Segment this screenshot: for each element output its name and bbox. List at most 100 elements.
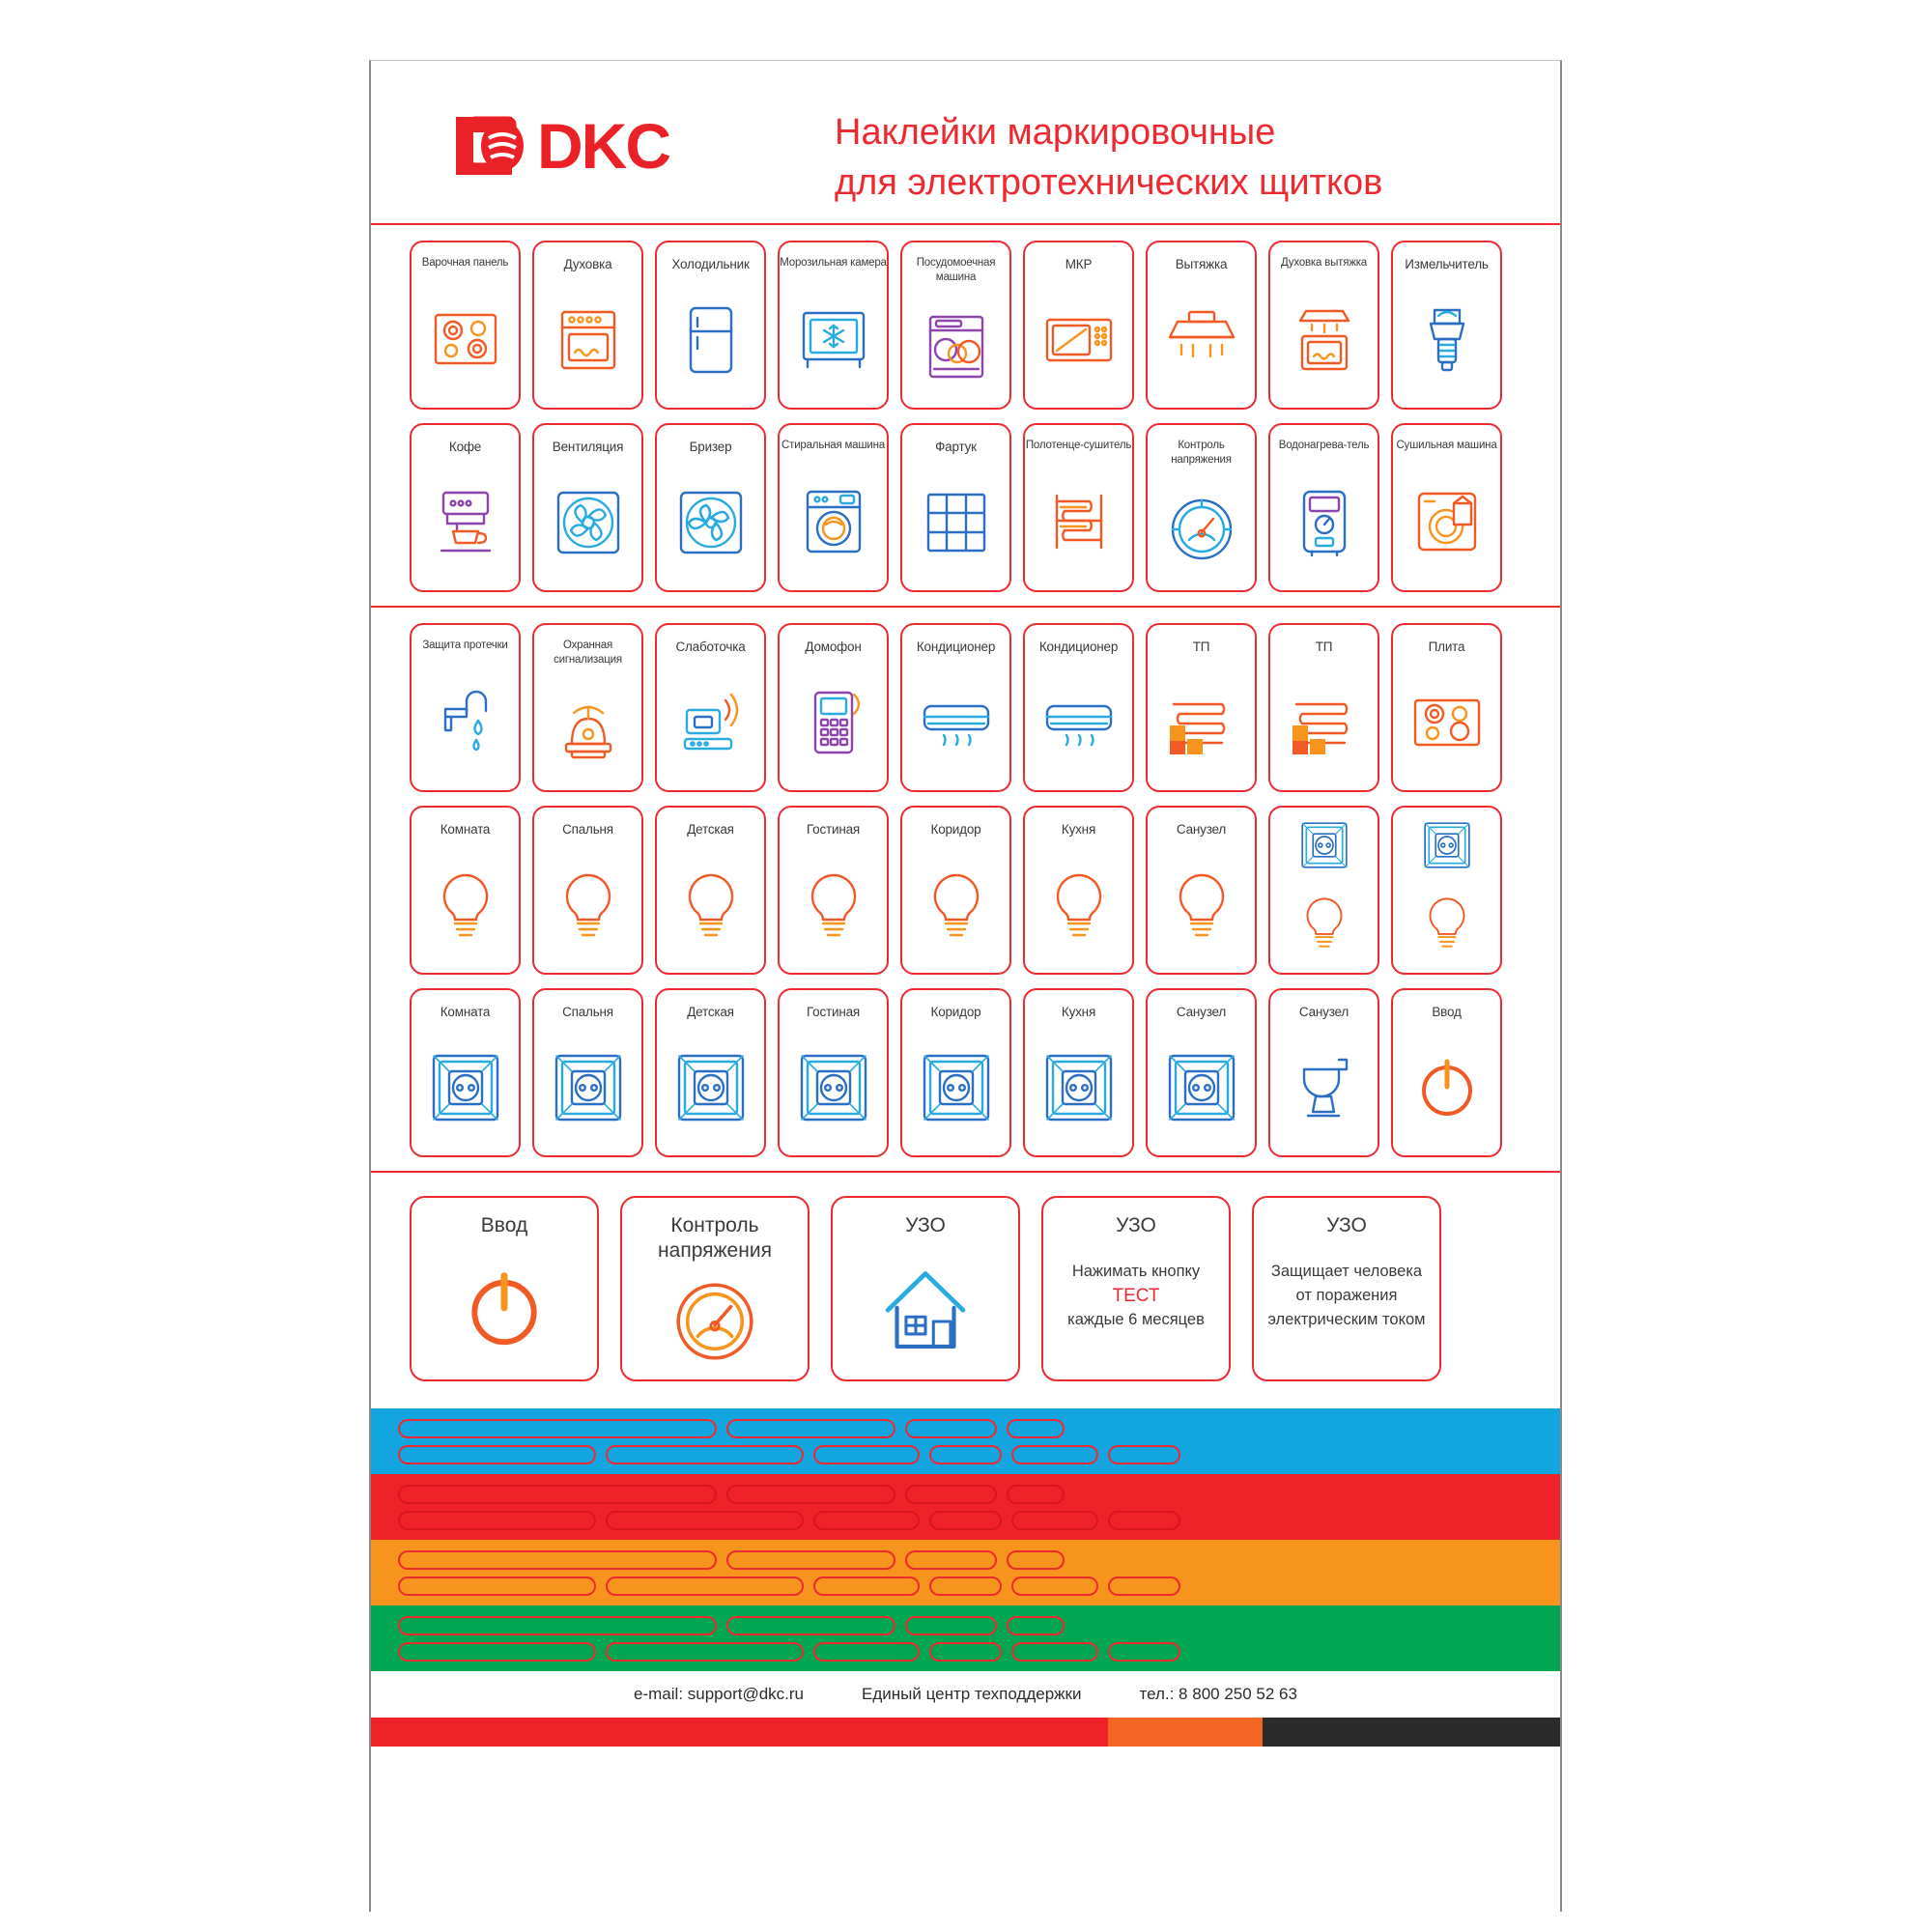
sticker-card[interactable]: Коридор: [900, 988, 1011, 1157]
sticker-card[interactable]: Кухня: [1023, 988, 1134, 1157]
marker-tag[interactable]: [726, 1418, 895, 1438]
sticker-card[interactable]: ТП: [1146, 623, 1257, 792]
marker-tag-row: [398, 1484, 1533, 1504]
marker-tag[interactable]: [905, 1418, 997, 1438]
marker-tag[interactable]: [1108, 1444, 1180, 1464]
air-conditioner-icon: [902, 655, 1009, 790]
marker-tag[interactable]: [1011, 1576, 1098, 1596]
sticker-card[interactable]: Санузел: [1146, 806, 1257, 975]
cable-marker-strips: [371, 1408, 1560, 1671]
sticker-card[interactable]: Комната: [410, 806, 521, 975]
sticker-card[interactable]: Полотенце-сушитель: [1023, 423, 1134, 592]
marker-tag[interactable]: [905, 1484, 997, 1504]
marker-tag[interactable]: [398, 1418, 717, 1438]
sticker-label: Коридор: [930, 822, 981, 837]
sticker-card[interactable]: Домофон: [778, 623, 889, 792]
marker-tag[interactable]: [813, 1641, 920, 1662]
hood-icon: [1148, 272, 1255, 408]
sticker-card[interactable]: Контроль напряжения: [1146, 423, 1257, 592]
sticker-card[interactable]: Сушильная машина: [1391, 423, 1502, 592]
marker-tag[interactable]: [398, 1510, 596, 1530]
sticker-card[interactable]: Спальня: [532, 988, 643, 1157]
sticker-card[interactable]: Комната: [410, 988, 521, 1157]
sticker-card[interactable]: Кондиционер: [1023, 623, 1134, 792]
sticker-card[interactable]: Холодильник: [655, 241, 766, 410]
info-card[interactable]: Контроль напряжения: [620, 1196, 810, 1381]
marker-tag[interactable]: [929, 1641, 1002, 1662]
sticker-card[interactable]: Плита: [1391, 623, 1502, 792]
sticker-card[interactable]: Посудомоечная машина: [900, 241, 1011, 410]
info-card[interactable]: Ввод: [410, 1196, 599, 1381]
sticker-card[interactable]: Гостиная: [778, 988, 889, 1157]
marker-tag[interactable]: [1108, 1510, 1180, 1530]
sticker-label: Холодильник: [671, 257, 750, 271]
info-card[interactable]: УЗО: [831, 1196, 1020, 1381]
marker-tag[interactable]: [726, 1484, 895, 1504]
marker-tag[interactable]: [1007, 1484, 1065, 1504]
sticker-card[interactable]: Морозильная камера: [778, 241, 889, 410]
marker-tag[interactable]: [398, 1576, 596, 1596]
sticker-card[interactable]: Коридор: [900, 806, 1011, 975]
sticker-card[interactable]: Спальня: [532, 806, 643, 975]
marker-tag[interactable]: [1007, 1615, 1065, 1635]
sticker-card[interactable]: Вентиляция: [532, 423, 643, 592]
sticker-card[interactable]: Охранная сигнализация: [532, 623, 643, 792]
sticker-card[interactable]: Водонагрева-тель: [1268, 423, 1379, 592]
sticker-card[interactable]: Измельчитель: [1391, 241, 1502, 410]
info-card[interactable]: УЗО Защищает человека от поражения электрич…: [1252, 1196, 1441, 1381]
sticker-card[interactable]: Гостиная: [778, 806, 889, 975]
sticker-card[interactable]: Стиральная машина: [778, 423, 889, 592]
sticker-card[interactable]: Кухня: [1023, 806, 1134, 975]
marker-tag[interactable]: [1007, 1549, 1065, 1570]
marker-tag[interactable]: [398, 1484, 717, 1504]
marker-tag[interactable]: [929, 1510, 1002, 1530]
marker-tag[interactable]: [1011, 1641, 1098, 1662]
marker-tag[interactable]: [398, 1444, 596, 1464]
marker-tag[interactable]: [398, 1615, 717, 1635]
marker-tag[interactable]: [726, 1615, 895, 1635]
sticker-card[interactable]: Кофе: [410, 423, 521, 592]
sticker-card[interactable]: Духовка: [532, 241, 643, 410]
sticker-card[interactable]: Вытяжка: [1146, 241, 1257, 410]
sticker-card[interactable]: [1391, 806, 1502, 975]
oven-hood-icon: [1270, 270, 1378, 408]
sticker-card[interactable]: Духовка вытяжка: [1268, 241, 1379, 410]
marker-tag[interactable]: [398, 1641, 596, 1662]
sticker-card[interactable]: МКР: [1023, 241, 1134, 410]
sticker-card[interactable]: Варочная панель: [410, 241, 521, 410]
marker-tag[interactable]: [813, 1510, 920, 1530]
sticker-card[interactable]: Фартук: [900, 423, 1011, 592]
marker-tag[interactable]: [1011, 1510, 1098, 1530]
sticker-card[interactable]: ТП: [1268, 623, 1379, 792]
marker-tag[interactable]: [1108, 1641, 1180, 1662]
sticker-card[interactable]: Ввод: [1391, 988, 1502, 1157]
marker-tag[interactable]: [929, 1444, 1002, 1464]
marker-tag[interactable]: [606, 1576, 804, 1596]
marker-tag[interactable]: [813, 1444, 920, 1464]
sticker-label: МКР: [1065, 257, 1093, 271]
marker-tag[interactable]: [1108, 1576, 1180, 1596]
grinder-icon: [1393, 272, 1500, 408]
sticker-card[interactable]: Детская: [655, 806, 766, 975]
sticker-label: Морозильная камера: [780, 257, 887, 269]
marker-tag[interactable]: [606, 1510, 804, 1530]
marker-tag[interactable]: [813, 1576, 920, 1596]
marker-tag[interactable]: [905, 1549, 997, 1570]
marker-tag[interactable]: [905, 1615, 997, 1635]
marker-tag[interactable]: [929, 1576, 1002, 1596]
marker-tag[interactable]: [606, 1444, 804, 1464]
sticker-card[interactable]: [1268, 806, 1379, 975]
sticker-card[interactable]: Слаботочка: [655, 623, 766, 792]
sticker-card[interactable]: Защита протечки: [410, 623, 521, 792]
marker-tag[interactable]: [1011, 1444, 1098, 1464]
sticker-card[interactable]: Санузел: [1146, 988, 1257, 1157]
sticker-card[interactable]: Бризер: [655, 423, 766, 592]
sticker-card[interactable]: Детская: [655, 988, 766, 1157]
sticker-card[interactable]: Санузел: [1268, 988, 1379, 1157]
info-card[interactable]: УЗО Нажимать кнопку ТЕСТ каждые 6 месяцев: [1041, 1196, 1231, 1381]
marker-tag[interactable]: [726, 1549, 895, 1570]
marker-tag[interactable]: [606, 1641, 804, 1662]
marker-tag[interactable]: [1007, 1418, 1065, 1438]
marker-tag[interactable]: [398, 1549, 717, 1570]
sticker-card[interactable]: Кондиционер: [900, 623, 1011, 792]
